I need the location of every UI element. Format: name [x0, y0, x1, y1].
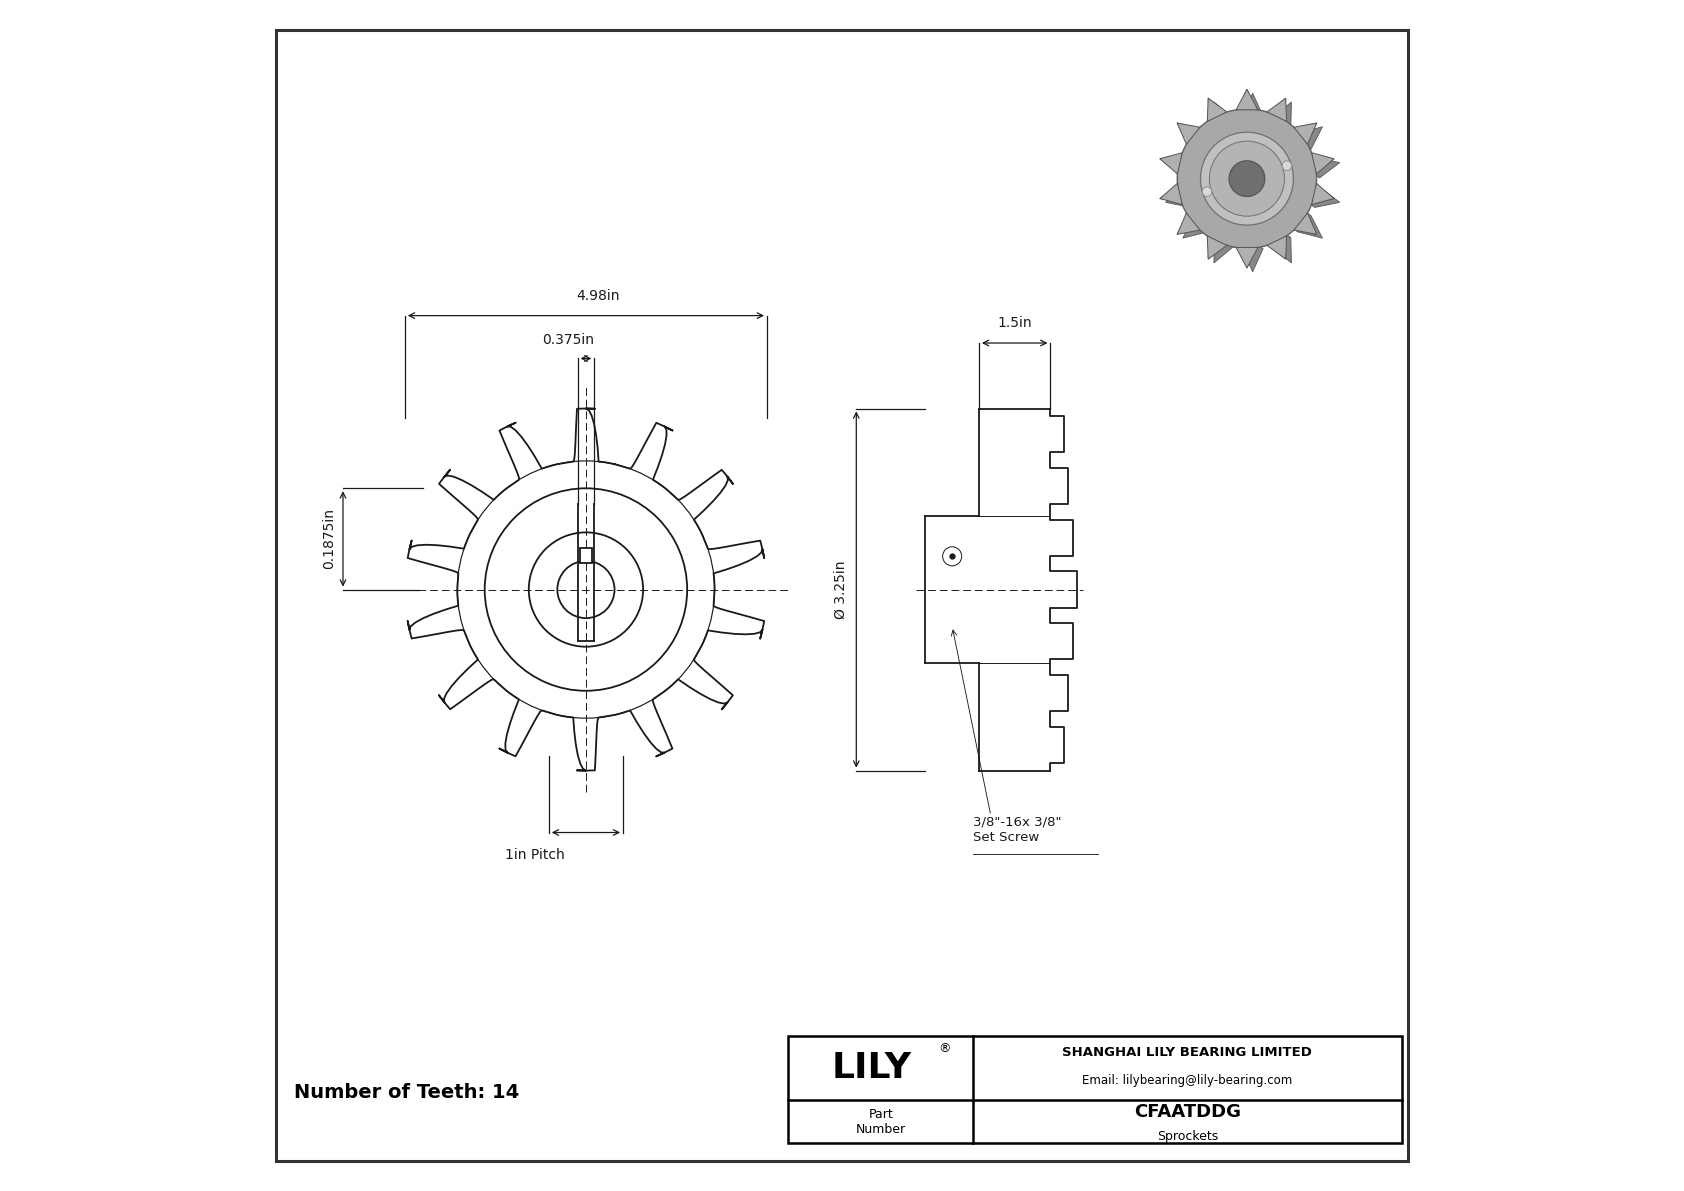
- Text: 1in Pitch: 1in Pitch: [505, 848, 564, 862]
- Bar: [579, 548, 591, 563]
- Polygon shape: [1177, 213, 1201, 235]
- Circle shape: [1202, 187, 1212, 197]
- Polygon shape: [1308, 154, 1340, 177]
- Circle shape: [1201, 132, 1293, 225]
- Text: Ø 3.25in: Ø 3.25in: [834, 560, 849, 619]
- Text: 0.375in: 0.375in: [542, 332, 594, 347]
- Polygon shape: [1207, 98, 1228, 121]
- Polygon shape: [1160, 154, 1191, 177]
- Circle shape: [1177, 108, 1317, 249]
- Polygon shape: [1207, 233, 1233, 263]
- Polygon shape: [1160, 152, 1182, 174]
- Text: 3/8"-16x 3/8"
Set Screw: 3/8"-16x 3/8" Set Screw: [973, 816, 1061, 844]
- Polygon shape: [1160, 183, 1182, 205]
- Polygon shape: [1177, 123, 1201, 144]
- Text: Email: lilybearing@lily-bearing.com: Email: lilybearing@lily-bearing.com: [1083, 1074, 1293, 1086]
- Polygon shape: [1266, 236, 1287, 260]
- Polygon shape: [1236, 245, 1263, 272]
- Bar: [788, 1036, 1401, 1143]
- Polygon shape: [1292, 123, 1322, 149]
- Polygon shape: [1207, 236, 1228, 260]
- Polygon shape: [1293, 123, 1317, 144]
- Circle shape: [1209, 141, 1285, 217]
- Polygon shape: [1160, 183, 1191, 207]
- Text: LILY: LILY: [832, 1052, 911, 1085]
- Text: 4.98in: 4.98in: [576, 288, 620, 303]
- Text: 1.5in: 1.5in: [997, 316, 1032, 330]
- Polygon shape: [1236, 89, 1258, 110]
- Polygon shape: [1312, 152, 1334, 174]
- Circle shape: [1229, 161, 1265, 197]
- Polygon shape: [1266, 98, 1292, 127]
- Text: Sprockets: Sprockets: [1157, 1130, 1218, 1142]
- Polygon shape: [1308, 183, 1340, 207]
- Text: ®: ®: [938, 1042, 950, 1054]
- Text: Part
Number: Part Number: [855, 1108, 906, 1136]
- Polygon shape: [1312, 183, 1334, 205]
- Polygon shape: [1293, 213, 1317, 235]
- Polygon shape: [1236, 89, 1263, 117]
- Text: CFAATDDG: CFAATDDG: [1133, 1103, 1241, 1122]
- Text: 0.1875in: 0.1875in: [322, 509, 335, 569]
- Polygon shape: [1177, 123, 1207, 149]
- Polygon shape: [1266, 98, 1287, 121]
- Circle shape: [1212, 139, 1310, 237]
- Polygon shape: [1207, 98, 1233, 127]
- Polygon shape: [1266, 233, 1292, 263]
- Text: SHANGHAI LILY BEARING LIMITED: SHANGHAI LILY BEARING LIMITED: [1063, 1047, 1312, 1059]
- Polygon shape: [1236, 248, 1258, 268]
- Polygon shape: [1292, 212, 1322, 238]
- Polygon shape: [1177, 212, 1207, 238]
- Circle shape: [1282, 161, 1292, 170]
- Text: Number of Teeth: 14: Number of Teeth: 14: [295, 1083, 519, 1102]
